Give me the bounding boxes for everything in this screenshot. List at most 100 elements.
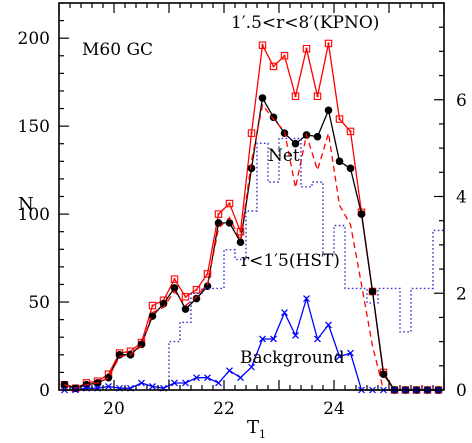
point-kpno_total-center <box>217 213 220 216</box>
annotation-object: M60 GC <box>82 40 153 60</box>
point-background <box>314 335 321 343</box>
point-background-stroke-b <box>105 383 112 390</box>
point-background-stroke-b <box>215 379 222 387</box>
point-net <box>346 164 355 173</box>
point-kpno_total-center <box>261 44 264 47</box>
point-background <box>215 379 222 387</box>
point-kpno_total <box>302 44 311 53</box>
series-kpno_total-line <box>64 43 439 391</box>
point-kpno_total <box>214 210 223 218</box>
point-net <box>258 94 267 102</box>
point-background <box>193 374 200 382</box>
point-net <box>181 305 190 313</box>
point-background-stroke-b <box>314 335 321 343</box>
point-kpno_total <box>247 129 256 137</box>
point-background <box>248 363 255 371</box>
point-background-stroke-b <box>149 383 156 390</box>
x-axis-label-main: T <box>247 417 259 438</box>
point-kpno_total-center <box>151 304 154 307</box>
point-kpno_total-center <box>338 118 341 121</box>
point-background <box>270 335 277 343</box>
x-tick-label: 22 <box>213 399 235 419</box>
point-background-stroke-b <box>281 309 288 317</box>
point-background <box>347 349 354 357</box>
point-background-stroke-b <box>204 374 211 382</box>
point-net <box>291 139 300 148</box>
point-background <box>171 379 178 387</box>
point-kpno_total-center <box>349 130 352 133</box>
point-kpno_total <box>313 92 322 100</box>
point-background <box>149 383 156 390</box>
point-net <box>214 219 223 227</box>
y-tick-label: 50 <box>28 293 50 313</box>
plot-frame <box>58 2 445 391</box>
y-tick-label: 100 <box>18 205 50 225</box>
point-background-stroke-b <box>193 374 200 382</box>
point-background <box>336 353 343 361</box>
point-background-stroke-b <box>270 335 277 343</box>
y-tick-label: 150 <box>18 117 50 137</box>
point-background-stroke-b <box>259 335 266 343</box>
point-background-stroke-b <box>303 295 310 302</box>
point-kpno_total <box>346 127 355 136</box>
point-background <box>226 367 233 375</box>
point-net <box>115 351 124 359</box>
point-background <box>237 374 244 382</box>
annotation-background: Background <box>240 348 345 368</box>
point-kpno_total-center <box>173 278 176 281</box>
point-net <box>236 238 245 247</box>
point-kpno_total <box>148 301 157 310</box>
point-kpno_total-center <box>283 54 286 57</box>
point-net <box>192 294 201 303</box>
right-y-tick-label: 6 <box>456 91 467 111</box>
plot-area <box>60 39 444 394</box>
point-kpno_total <box>324 39 333 48</box>
point-background <box>303 295 310 302</box>
point-net <box>379 370 388 378</box>
y-axis-label: N <box>18 194 34 215</box>
point-net <box>247 164 256 173</box>
point-background-stroke-b <box>182 379 189 387</box>
point-net <box>368 287 377 296</box>
annotation-net: Net <box>268 146 300 166</box>
point-kpno_total-center <box>184 295 187 298</box>
point-background <box>325 321 332 329</box>
point-kpno_total <box>225 199 234 208</box>
point-kpno_total-center <box>327 42 330 45</box>
point-background-stroke-b <box>347 349 354 357</box>
point-net <box>335 157 344 166</box>
point-kpno_total <box>192 285 201 294</box>
point-background <box>105 383 112 390</box>
point-kpno_total <box>170 275 179 283</box>
point-net <box>357 210 366 218</box>
point-background-stroke-b <box>226 367 233 375</box>
point-net <box>324 106 333 115</box>
point-kpno_total-center <box>239 230 242 233</box>
point-background-stroke-b <box>248 363 255 371</box>
point-kpno_total-center <box>294 95 297 98</box>
point-net <box>313 132 322 141</box>
point-background <box>292 332 299 339</box>
point-kpno_total <box>203 270 212 278</box>
point-background-stroke-b <box>292 332 299 339</box>
point-kpno_total <box>335 115 344 123</box>
point-background <box>138 379 145 387</box>
annotation-kpno: 1′.5<r<8′(KPNO) <box>231 13 379 33</box>
x-tick-label: 20 <box>103 399 125 419</box>
point-net <box>225 219 234 227</box>
point-net <box>170 284 179 292</box>
series-net-line <box>64 96 439 391</box>
point-net <box>137 340 146 349</box>
point-background <box>281 309 288 317</box>
point-background <box>204 374 211 382</box>
series-scaled-line <box>64 103 439 391</box>
annotation-hst: r<1′5(HST) <box>241 251 340 271</box>
x-axis-label: T1 <box>247 417 266 441</box>
point-kpno_total-center <box>316 95 319 98</box>
point-kpno_total <box>291 92 300 100</box>
point-kpno_total <box>280 52 289 60</box>
point-kpno_total-center <box>250 132 253 135</box>
point-net <box>269 113 278 122</box>
